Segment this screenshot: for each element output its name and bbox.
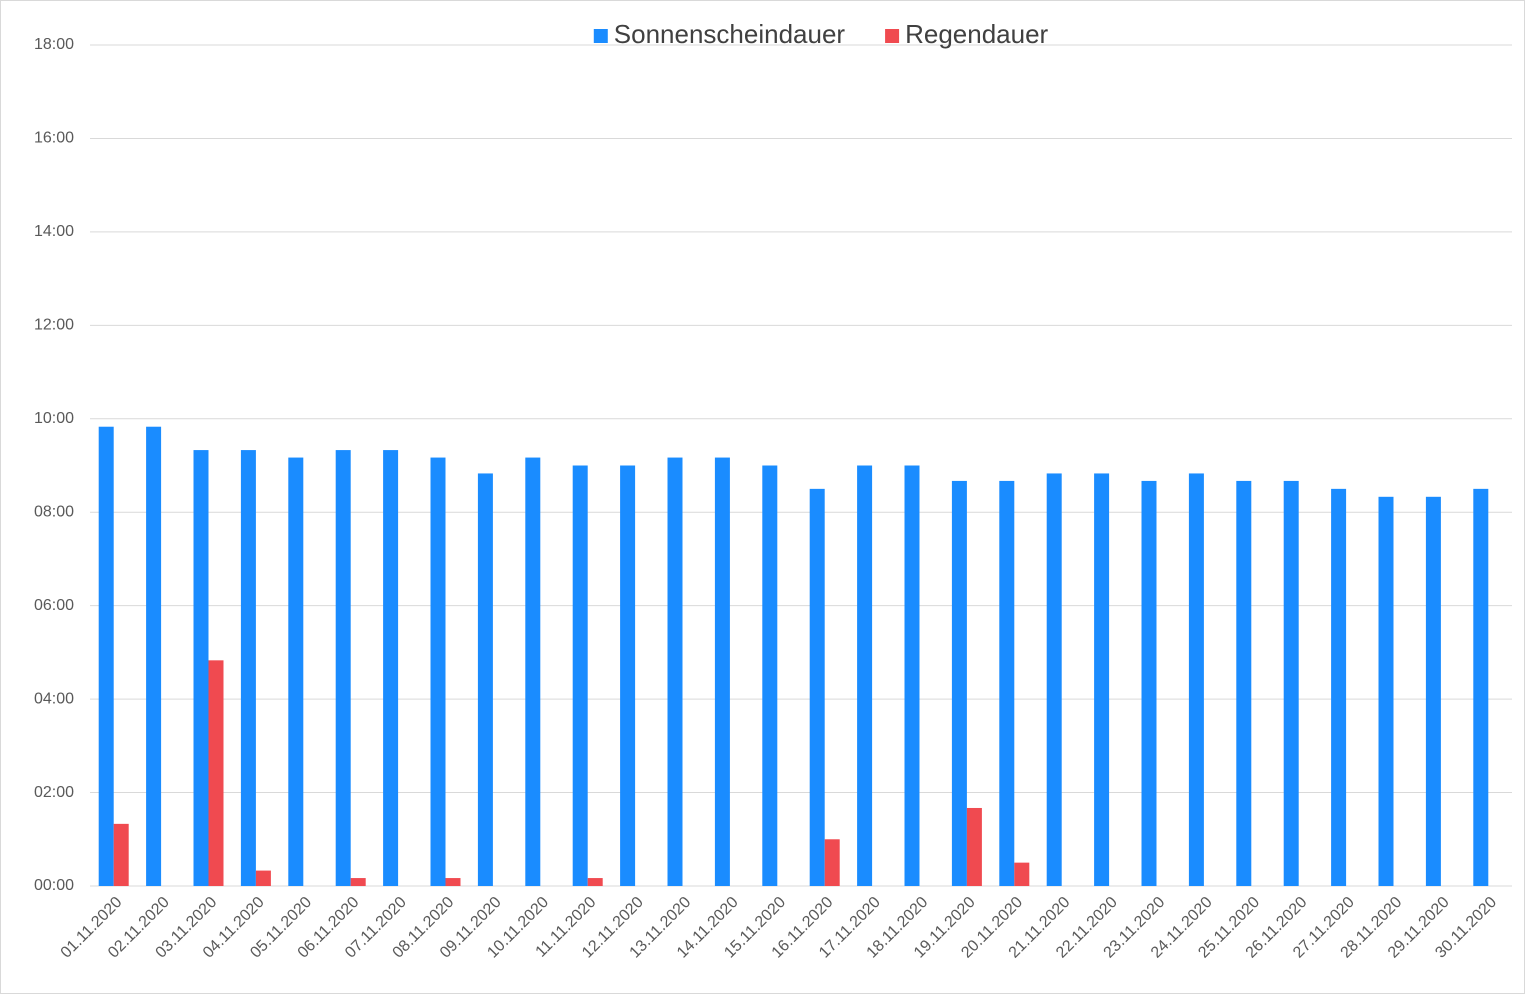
y-tick-label: 16:00 [34,130,74,147]
bar [572,465,588,886]
bar [714,457,730,886]
bar [1014,862,1030,886]
y-tick-label: 00:00 [34,877,74,894]
bar [477,473,493,886]
legend-swatch [593,29,608,43]
bar [383,450,399,886]
bar [999,480,1015,886]
bar [824,839,840,886]
bar [620,465,636,886]
bar [587,878,603,886]
bar [762,465,778,886]
bar [1141,480,1157,886]
y-tick-label: 10:00 [34,410,74,427]
bar [966,807,982,886]
legend-swatch [885,29,900,43]
bar [255,870,271,886]
y-tick-label: 18:00 [34,36,74,53]
bar [1236,480,1252,886]
bar [288,457,304,886]
bar [113,823,129,886]
bar [1425,496,1441,886]
bar [1283,480,1299,886]
legend-label: Regendauer [905,19,1048,49]
bar [445,878,461,886]
bar [1378,496,1394,886]
bar [904,465,920,886]
bar [350,878,366,886]
y-tick-label: 14:00 [34,223,74,240]
bar [1188,473,1204,886]
bar [430,457,446,886]
bar [951,480,967,886]
bar [1331,488,1347,886]
bar [240,450,256,886]
bar [98,426,114,886]
bar [335,450,351,886]
bar [525,457,541,886]
y-tick-label: 04:00 [34,690,74,707]
bar [809,488,825,886]
bar [146,426,162,886]
y-tick-label: 06:00 [34,597,74,614]
bar [667,457,683,886]
y-tick-label: 02:00 [34,784,74,801]
bar [857,465,873,886]
bar [1094,473,1110,886]
y-tick-label: 08:00 [34,503,74,520]
bar [1473,488,1489,886]
legend-label: Sonnenscheindauer [614,19,846,49]
bar [1046,473,1062,886]
bar [193,450,209,886]
bar [208,660,224,886]
y-tick-label: 12:00 [34,317,74,334]
